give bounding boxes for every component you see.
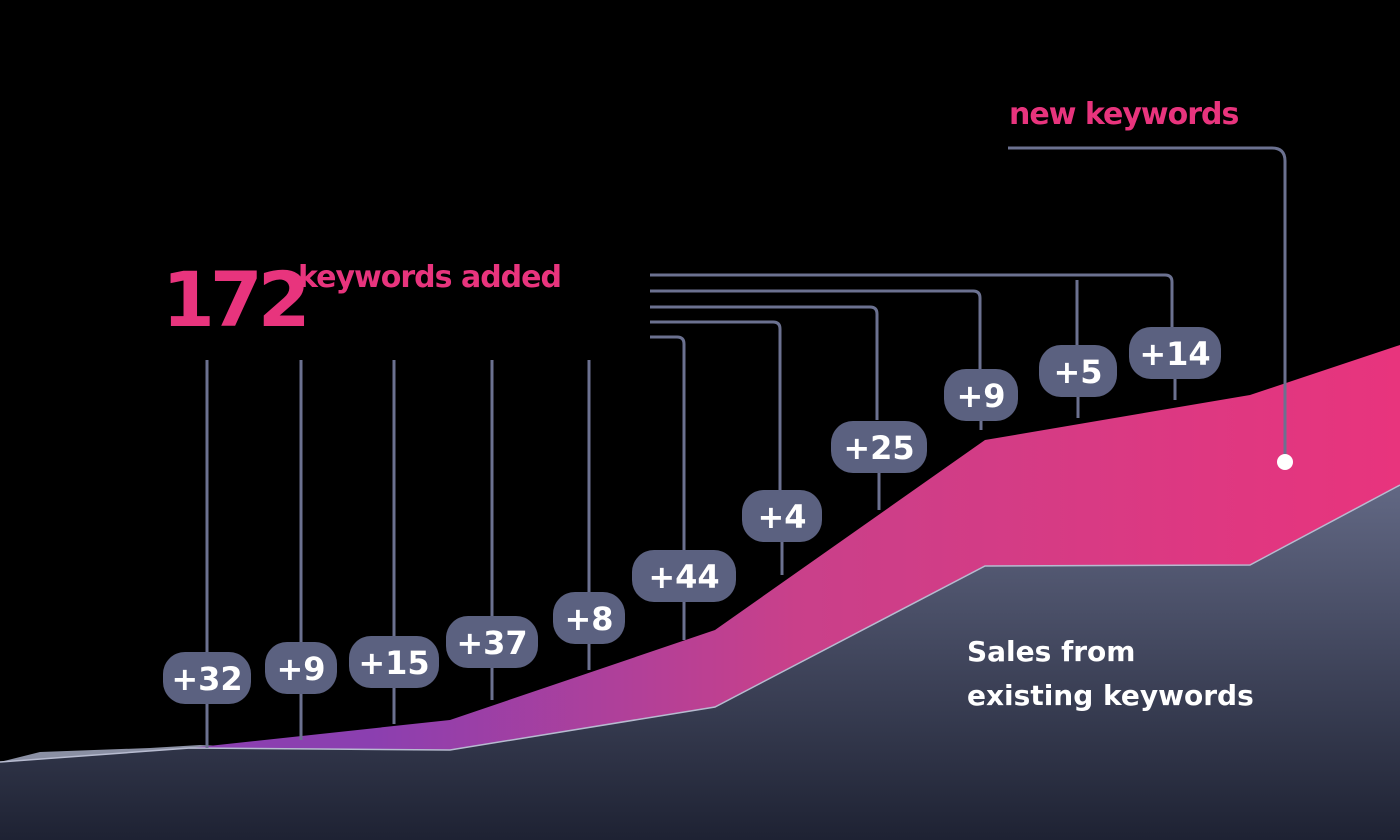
annotation-value: +44 bbox=[648, 558, 719, 596]
keywords-added-label: keywords added bbox=[298, 260, 562, 295]
annotation-pills: +32 +9 +15 +37 +8 +44 +4 +25 +9 +5 +14 bbox=[163, 327, 1221, 704]
annotation-pill-bg bbox=[163, 652, 251, 704]
new-keywords-area bbox=[190, 345, 1400, 750]
annotation-value: +9 bbox=[276, 650, 325, 688]
annotation-pill: +9 bbox=[265, 642, 337, 694]
annotation-pill-bg bbox=[553, 592, 625, 644]
annotation-pill: +14 bbox=[1129, 327, 1221, 379]
annotation-pill-bg bbox=[742, 490, 822, 542]
existing-keywords-label-line1: Sales from bbox=[967, 635, 1136, 668]
annotation-pill: +5 bbox=[1039, 345, 1117, 397]
existing-keywords-label-line2: existing keywords bbox=[967, 679, 1254, 712]
total-keywords-count: 172 bbox=[162, 255, 311, 344]
annotation-pill-bg bbox=[349, 636, 439, 688]
existing-keywords-label: Sales from existing keywords bbox=[967, 630, 1254, 718]
annotation-pill-bg bbox=[831, 421, 927, 473]
new-keywords-leader bbox=[1008, 146, 1287, 455]
annotation-value: +32 bbox=[171, 660, 242, 698]
annotation-pill: +44 bbox=[632, 550, 736, 602]
annotation-value: +5 bbox=[1053, 353, 1102, 391]
annotation-value: +14 bbox=[1139, 335, 1210, 373]
annotation-pill: +4 bbox=[742, 490, 822, 542]
annotation-value: +4 bbox=[757, 498, 806, 536]
annotation-pill: +25 bbox=[831, 421, 927, 473]
annotation-pill: +37 bbox=[446, 616, 538, 668]
annotation-pill-bg bbox=[1039, 345, 1117, 397]
annotation-pill-bg bbox=[944, 369, 1018, 421]
new-keywords-leader-dot bbox=[1277, 454, 1293, 470]
annotation-pill-bg bbox=[446, 616, 538, 668]
annotation-value: +15 bbox=[358, 644, 429, 682]
new-keywords-label: new keywords bbox=[1009, 97, 1239, 132]
annotation-value: +9 bbox=[956, 377, 1005, 415]
existing-keywords-area bbox=[0, 485, 1400, 840]
annotation-value: +8 bbox=[564, 600, 613, 638]
annotation-value: +37 bbox=[456, 624, 527, 662]
annotation-pill: +9 bbox=[944, 369, 1018, 421]
annotation-pill-bg bbox=[1129, 327, 1221, 379]
annotation-pill: +8 bbox=[553, 592, 625, 644]
existing-keywords-edge bbox=[0, 484, 1400, 763]
annotation-brackets bbox=[650, 273, 1174, 550]
annotation-pill: +15 bbox=[349, 636, 439, 688]
annotation-pill-bg bbox=[632, 550, 736, 602]
annotation-leaders bbox=[205, 360, 1177, 748]
annotation-pill: +32 bbox=[163, 652, 251, 704]
annotation-value: +25 bbox=[843, 429, 914, 467]
annotation-pill-bg bbox=[265, 642, 337, 694]
